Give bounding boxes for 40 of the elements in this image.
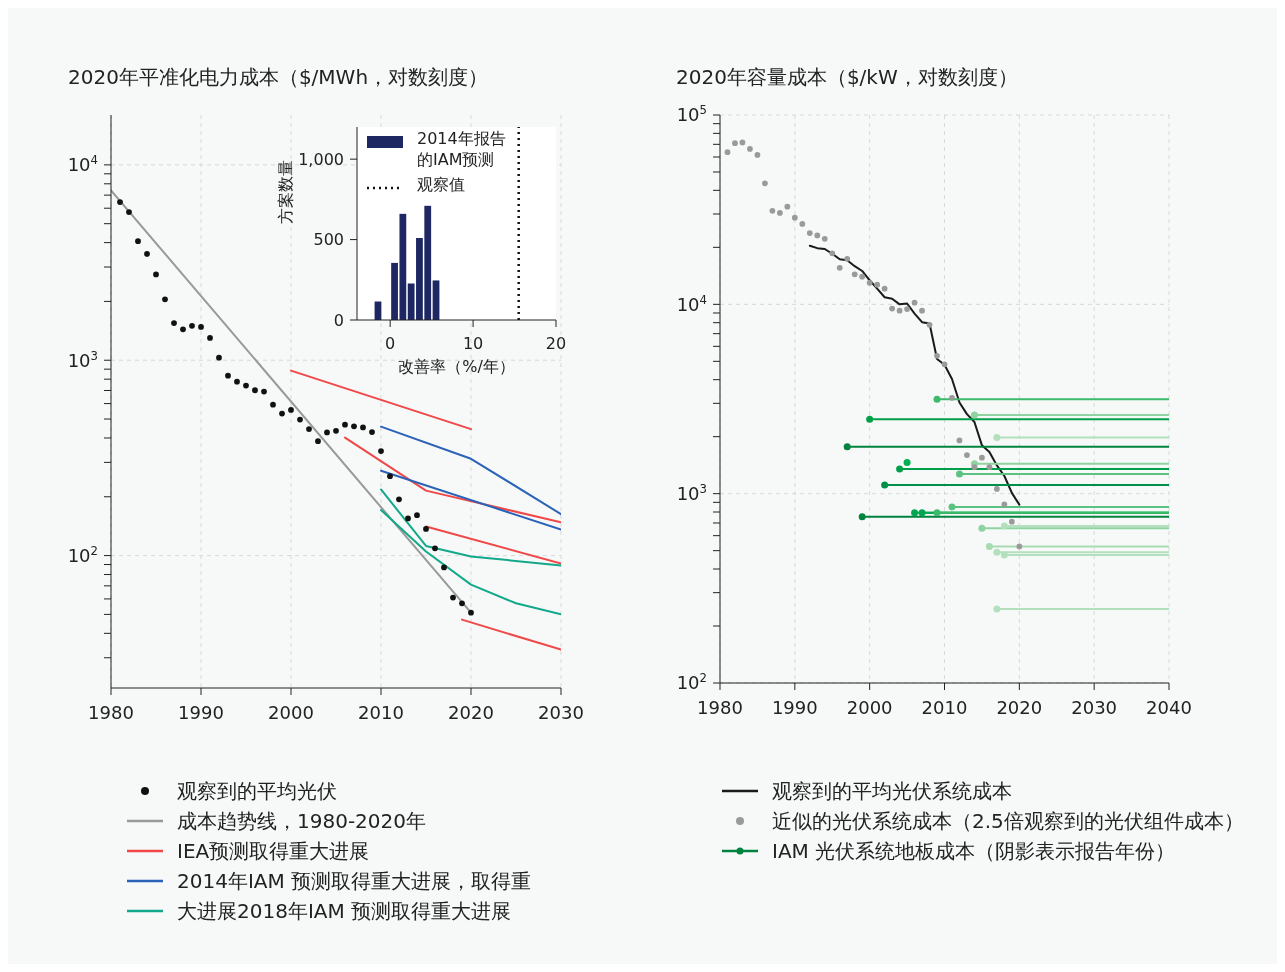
legend-label: 成本趋势线，1980-2020年 — [177, 808, 427, 834]
legend-label: 2014年IAM 预测取得重大进展，取得重 — [177, 868, 532, 894]
legend-label: 大进展2018年IAM 预测取得重大进展 — [177, 898, 512, 924]
y-tick-label: 500 — [313, 230, 344, 250]
y-tick-label: 10$^{2}$ — [676, 671, 707, 694]
y-tick-label: 0 — [333, 310, 344, 330]
y-tick-label: 10$^{4}$ — [676, 292, 707, 315]
x-tick-label: 1980 — [88, 702, 134, 723]
x-tick-label: 0 — [385, 334, 396, 353]
legend-label: IAM 光伏系统地板成本（阴影表示报告年份） — [772, 838, 1177, 864]
y-axis-title: 方案数量 — [275, 159, 295, 224]
chart-title: 2020年平准化电力成本（$/MWh，对数刻度） — [68, 64, 489, 91]
y-tick-label: 10$^{3}$ — [676, 481, 707, 504]
x-tick-label: 2000 — [846, 697, 893, 718]
x-tick-label: 2010 — [921, 697, 968, 718]
x-tick-label: 20 — [545, 334, 567, 353]
x-tick-label: 2030 — [1071, 697, 1118, 718]
x-tick-label: 2000 — [268, 702, 314, 723]
x-tick-label: 2010 — [358, 702, 404, 723]
y-tick-label: 10$^{2}$ — [67, 543, 98, 566]
x-tick-label: 2040 — [1146, 697, 1192, 718]
y-tick-label: 10$^{4}$ — [67, 153, 98, 176]
x-axis-title: 改善率（%/年） — [398, 357, 515, 376]
legend-label: 2014年报告的IAM预测 — [417, 129, 507, 171]
x-tick-label: 1990 — [771, 697, 818, 718]
x-tick-label: 2030 — [538, 702, 584, 723]
chart-title: 2020年容量成本（$/kW，对数刻度） — [676, 64, 1018, 91]
x-tick-label: 2020 — [448, 702, 494, 723]
legend-label: 观察到的平均光伏系统成本 — [772, 778, 1013, 804]
y-tick-label: 10$^{5}$ — [676, 103, 707, 126]
y-tick-label: 10$^{3}$ — [67, 348, 98, 371]
x-tick-label: 1990 — [178, 702, 224, 723]
legend-label: 观察到的平均光伏 — [177, 778, 337, 804]
legend-label: IEA预测取得重大进展 — [177, 838, 370, 864]
x-tick-label: 1980 — [697, 697, 743, 718]
y-tick-label: 1,000 — [298, 149, 344, 169]
legend-label: 近似的光伏系统成本（2.5倍观察到的光伏组件成本） — [772, 808, 1245, 834]
x-tick-label: 10 — [462, 334, 484, 353]
ref-line-label: 观察值 — [417, 174, 466, 196]
x-tick-label: 2020 — [996, 697, 1043, 718]
